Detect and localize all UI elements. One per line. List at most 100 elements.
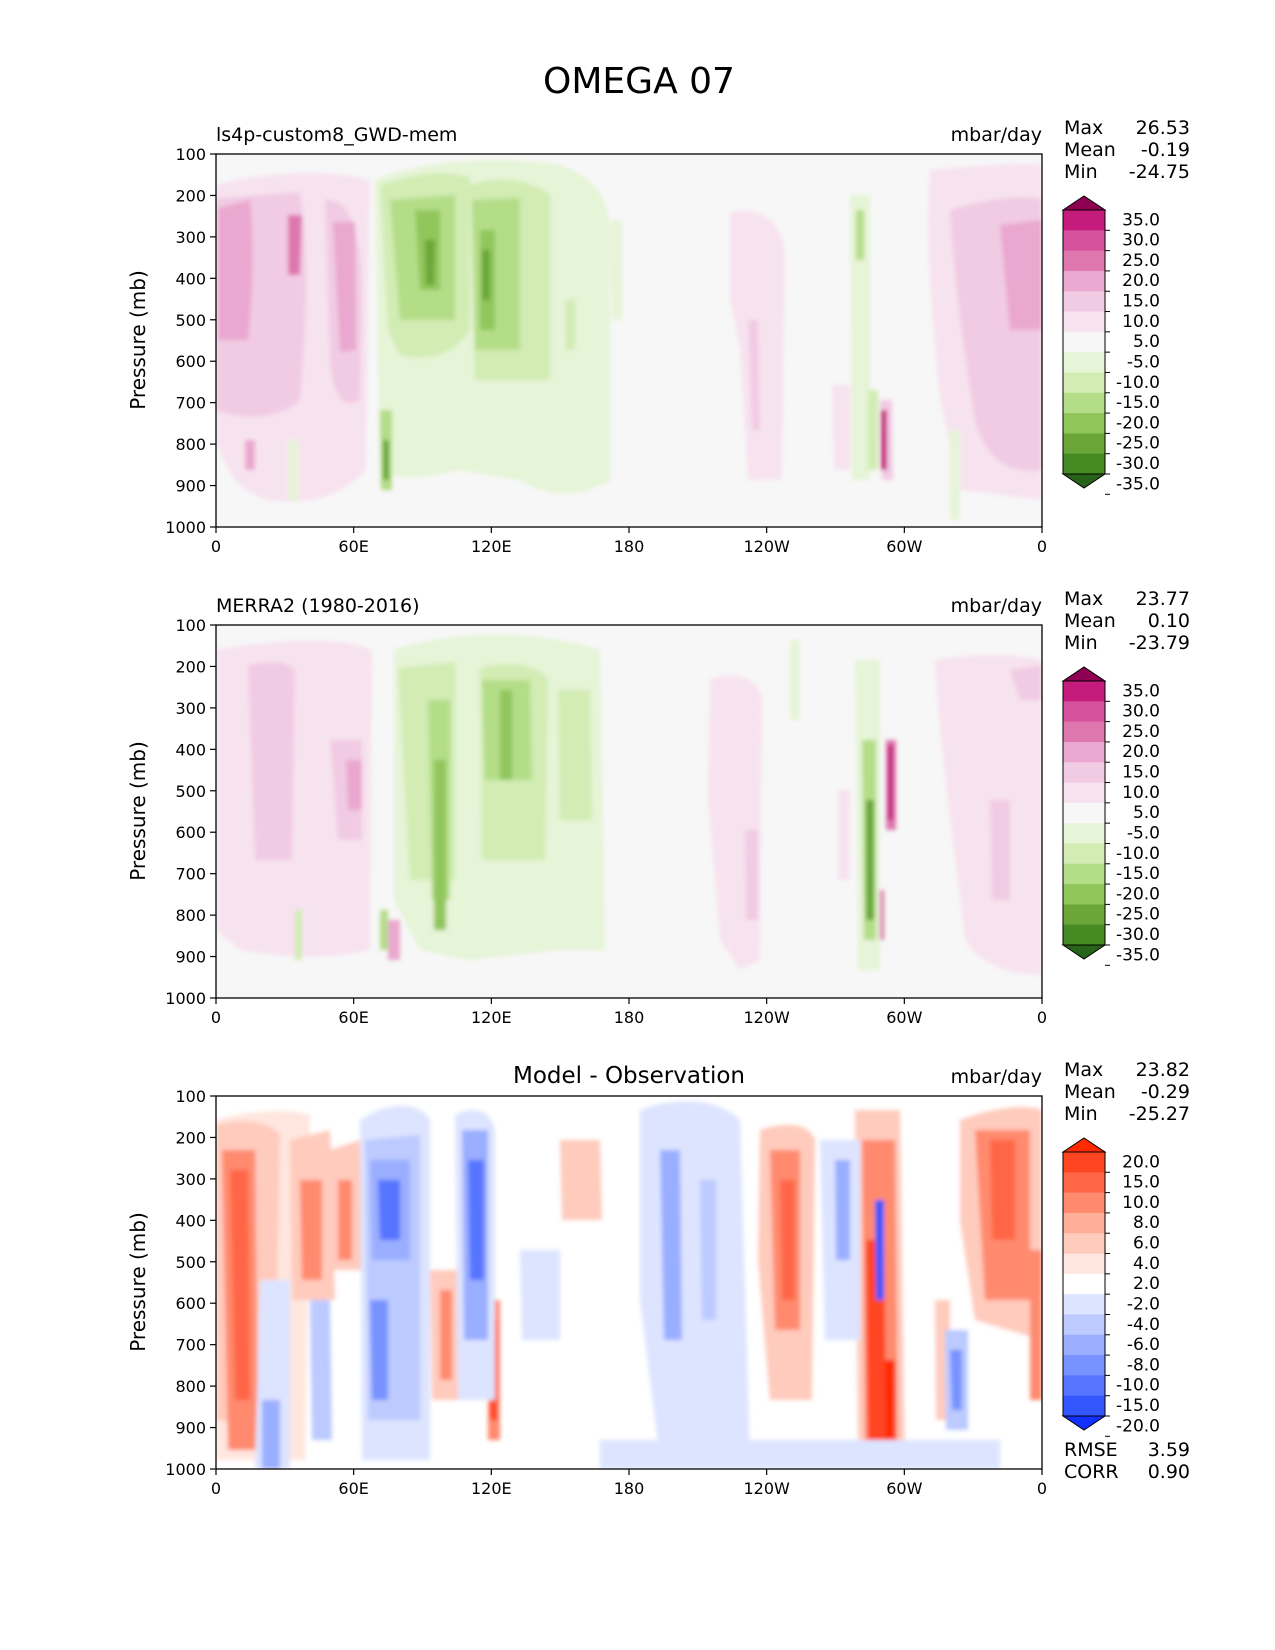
y-tick-label: 700 — [175, 394, 206, 413]
stat-label: Mean — [1064, 139, 1116, 161]
colorbar-segment — [1063, 352, 1105, 373]
colorbar-label: 10.0 — [1122, 783, 1160, 803]
stat-label: Max — [1064, 1059, 1103, 1081]
y-tick-label: 600 — [175, 823, 206, 842]
colorbar-frame — [1062, 1151, 1106, 1417]
colorbar-segment — [1063, 1355, 1105, 1376]
stat-label: Max — [1064, 117, 1103, 139]
colorbar-segment — [1063, 250, 1105, 272]
x-tick-label: 0 — [211, 1008, 221, 1027]
y-axis-label: Pressure (mb) — [126, 741, 150, 881]
stat-value: 0.10 — [1148, 610, 1190, 632]
colorbar-label: 15.0 — [1122, 763, 1160, 783]
figure-title: OMEGA 07 — [543, 61, 735, 102]
x-tick-label: 60E — [338, 1008, 368, 1027]
colorbar-label: -15.0 — [1116, 393, 1160, 413]
x-tick-label: 60W — [886, 537, 922, 556]
x-tick-label: 60E — [338, 1479, 368, 1498]
y-tick-label: 300 — [175, 228, 206, 247]
y-tick-label: 900 — [175, 477, 206, 496]
panel-obs: MERRA2 (1980-2016) mbar/day — [126, 588, 1190, 1027]
y-axis-label: Pressure (mb) — [126, 1212, 150, 1352]
y-tick-label: 500 — [175, 1253, 206, 1272]
y-tick-label: 1000 — [165, 1460, 206, 1479]
x-ticks: 0 60E 120E 180 120W 60W 0 — [211, 527, 1047, 556]
colorbar-segment — [1063, 1273, 1105, 1295]
panel-units: mbar/day — [951, 124, 1042, 146]
colorbar-extend-min — [1061, 473, 1107, 489]
contour-field — [216, 1101, 1042, 1469]
x-tick-label: 0 — [1037, 537, 1047, 556]
stat-value: -23.79 — [1129, 632, 1190, 654]
colorbar-label: -30.0 — [1116, 454, 1160, 474]
contour-field — [216, 160, 1042, 520]
colorbar-label: 25.0 — [1122, 251, 1160, 271]
y-tick-label: 1000 — [165, 518, 206, 537]
colorbar-segment — [1063, 270, 1105, 292]
colorbar-label: 20.0 — [1122, 1152, 1160, 1172]
stat-value: 3.59 — [1148, 1439, 1190, 1461]
y-tick-label: 100 — [175, 145, 206, 164]
y-tick-label: 600 — [175, 352, 206, 371]
colorbar: 35.030.025.020.015.010.05.0-5.0-10.0-15.… — [1061, 195, 1160, 495]
stat-value: 0.90 — [1148, 1461, 1190, 1483]
colorbar-label: 4.0 — [1133, 1254, 1160, 1274]
colorbar-extend-min — [1061, 1415, 1107, 1431]
y-tick-label: 1000 — [165, 989, 206, 1008]
colorbar-label: 10.0 — [1122, 1193, 1160, 1213]
y-tick-label: 600 — [175, 1294, 206, 1313]
panel-units: mbar/day — [951, 595, 1042, 617]
contour-field — [216, 635, 1042, 975]
colorbar-segment — [1063, 884, 1105, 905]
y-tick-label: 200 — [175, 657, 206, 676]
colorbar-segment — [1063, 291, 1105, 313]
x-tick-label: 180 — [614, 537, 645, 556]
panel-left-label: ls4p-custom8_GWD-mem — [216, 124, 457, 146]
x-tick-label: 60E — [338, 537, 368, 556]
colorbar-label: 20.0 — [1122, 271, 1160, 291]
colorbar-segment — [1063, 721, 1105, 743]
colorbar-segment — [1063, 1172, 1105, 1194]
colorbar-label: 25.0 — [1122, 722, 1160, 742]
y-tick-label: 900 — [175, 1419, 206, 1438]
colorbar-frame — [1062, 209, 1106, 475]
colorbar-segment — [1063, 210, 1105, 231]
colorbar-label: -35.0 — [1116, 945, 1160, 965]
colorbar-extend-max — [1061, 1137, 1107, 1153]
stat-label: RMSE — [1064, 1439, 1118, 1461]
colorbar-segment — [1063, 863, 1105, 885]
colorbar-label: 5.0 — [1133, 332, 1160, 352]
colorbar-segment — [1063, 1212, 1105, 1234]
colorbar-label: 6.0 — [1133, 1234, 1160, 1254]
x-ticks: 0 60E 120E 180 120W 60W 0 — [211, 1469, 1047, 1498]
colorbar-label: 15.0 — [1122, 1173, 1160, 1193]
stats-block: Max 23.82 Mean -0.29 Min -25.27 — [1064, 1059, 1190, 1125]
stat-label: CORR — [1064, 1461, 1119, 1483]
colorbar-segment — [1063, 823, 1105, 844]
colorbar-label: 15.0 — [1122, 292, 1160, 312]
y-tick-label: 800 — [175, 1377, 206, 1396]
colorbar-segment — [1063, 1395, 1105, 1417]
x-tick-label: 120E — [471, 1008, 512, 1027]
x-tick-label: 0 — [211, 1479, 221, 1498]
x-tick-label: 180 — [614, 1479, 645, 1498]
y-ticks: 100 200 300 400 500 600 700 800 900 1000 — [165, 1087, 216, 1479]
colorbar-segment — [1063, 1152, 1105, 1173]
colorbar-extend-max — [1061, 195, 1107, 211]
colorbar-segment — [1063, 1233, 1105, 1255]
error-stats-block: RMSE 3.59 CORR 0.90 — [1064, 1439, 1190, 1483]
y-tick-label: 400 — [175, 740, 206, 759]
colorbar-label: 35.0 — [1122, 681, 1160, 701]
colorbar-label: -8.0 — [1127, 1355, 1160, 1375]
stat-value: 23.77 — [1136, 588, 1190, 610]
colorbar-segment — [1063, 701, 1105, 723]
stat-label: Min — [1064, 632, 1098, 654]
colorbar-label: -25.0 — [1116, 905, 1160, 925]
stat-value: 26.53 — [1136, 117, 1190, 139]
y-tick-label: 300 — [175, 1170, 206, 1189]
colorbar-label: -20.0 — [1116, 1416, 1160, 1436]
colorbar-label: -20.0 — [1116, 413, 1160, 433]
colorbar-segment — [1063, 924, 1105, 946]
panel-model: ls4p-custom8_GWD-mem mbar/day — [126, 117, 1190, 556]
colorbar-label: 20.0 — [1122, 742, 1160, 762]
